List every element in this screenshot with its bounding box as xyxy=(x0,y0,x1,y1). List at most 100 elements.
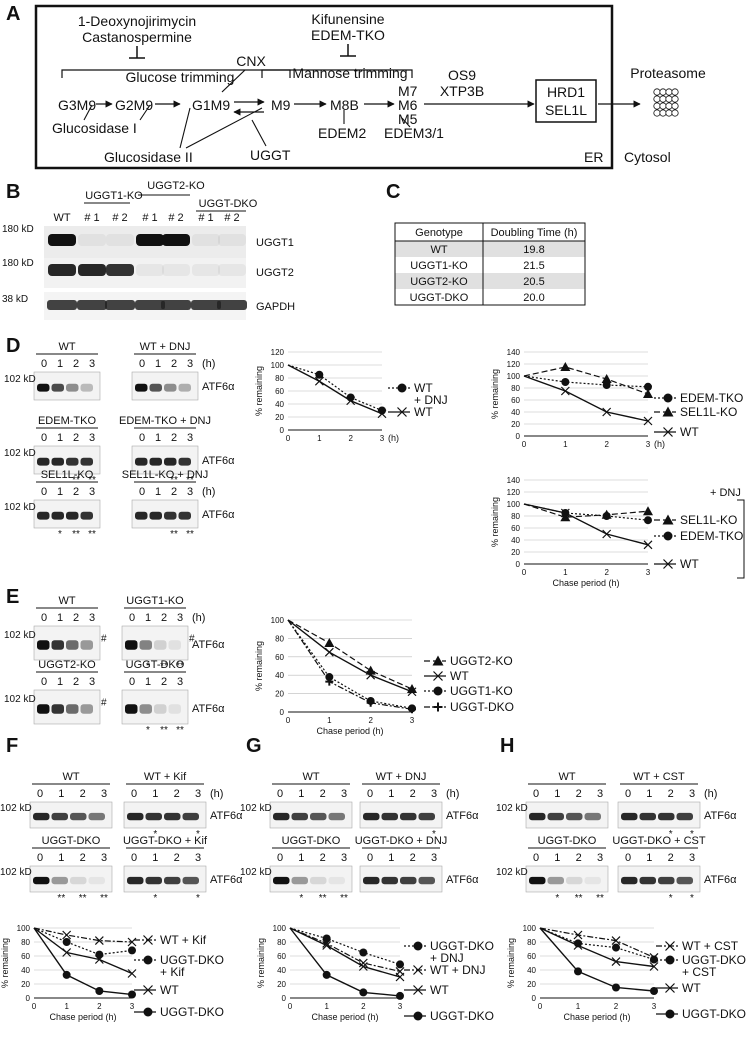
time-label: 1 xyxy=(155,486,161,498)
western-blot: UGGT-DKO + CST 0 1 2 3 ATF6α * * xyxy=(612,835,737,904)
protein-label: ATF6α xyxy=(704,810,737,822)
y-tick-label: 40 xyxy=(527,966,536,975)
time-label: 1 xyxy=(145,612,151,624)
x-tick-label: 0 xyxy=(522,568,527,577)
band xyxy=(658,876,675,885)
x-tick-label: 2 xyxy=(604,568,609,577)
significance-star: * xyxy=(146,661,150,672)
time-label: 2 xyxy=(174,788,180,800)
data-point xyxy=(612,983,620,992)
band xyxy=(37,383,50,392)
panel-g-label: G xyxy=(246,735,262,757)
band xyxy=(51,704,64,714)
legend-label: UGGT-DKO xyxy=(682,1007,746,1021)
band xyxy=(149,511,162,520)
time-label: 1 xyxy=(145,676,151,688)
time-label: 1 xyxy=(57,676,63,688)
band-gapdh xyxy=(77,300,107,310)
time-label: 1 xyxy=(646,852,652,864)
y-tick-label: 40 xyxy=(21,966,30,975)
data-point xyxy=(573,930,583,940)
band xyxy=(125,640,138,650)
time-label: 2 xyxy=(668,788,674,800)
sel1l-label: SEL1L xyxy=(545,102,587,118)
time-label: 0 xyxy=(139,358,145,370)
data-point xyxy=(325,677,334,686)
y-tick-label: 100 xyxy=(507,372,521,381)
protein-label: ATF6α xyxy=(446,810,479,822)
data-point xyxy=(94,936,104,946)
band xyxy=(139,640,152,650)
time-label: 3 xyxy=(597,788,603,800)
time-label: 3 xyxy=(195,788,201,800)
legend-label: EDEM-TKO xyxy=(680,529,743,543)
chart-e: 0 20 40 60 80 100 0 1 2 3 % remaining Chase period … xyxy=(254,616,514,736)
mannose-trimming-label: Mannose trimming xyxy=(292,65,407,81)
series-line xyxy=(287,619,413,693)
cell-genotype: UGGT-DKO xyxy=(410,292,469,304)
blot-title: EDEM-TKO + DNJ xyxy=(119,415,211,427)
band xyxy=(135,457,148,466)
hours-label: (h) xyxy=(202,358,215,370)
time-label: 1 xyxy=(152,852,158,864)
band xyxy=(310,812,327,821)
legend-label: WT + Kif xyxy=(160,933,207,947)
panel-e-label: E xyxy=(6,586,19,608)
series-line xyxy=(539,927,655,961)
legend-label: UGGT-DKO xyxy=(430,1009,494,1023)
time-label: 3 xyxy=(177,676,183,688)
legend-label: WT xyxy=(680,425,699,439)
band xyxy=(164,383,177,392)
x-tick-label: 1 xyxy=(317,434,322,443)
band xyxy=(164,511,177,520)
band xyxy=(145,812,162,821)
x-tick-label: 1 xyxy=(563,440,568,449)
data-point xyxy=(643,389,653,398)
time-label: 0 xyxy=(139,486,145,498)
significance-star: * xyxy=(690,829,694,840)
time-label: 1 xyxy=(388,788,394,800)
band xyxy=(273,876,290,885)
panel-a-label: A xyxy=(6,3,20,25)
data-point xyxy=(602,512,611,520)
band-uggt1 xyxy=(106,234,134,246)
x-axis-label: Chase period (h) xyxy=(316,726,383,736)
series-line xyxy=(33,927,133,943)
band xyxy=(182,812,199,821)
panel-b: B UGGT1-KO UGGT2-KO UGGT-DKO WT # 1 # 2 # 1… xyxy=(2,180,295,320)
hours-label: (h) xyxy=(210,788,223,800)
significance-star: * xyxy=(58,529,62,540)
lane-label: # 1 xyxy=(142,212,157,224)
time-label: 3 xyxy=(597,852,603,864)
y-tick-label: 80 xyxy=(527,938,536,947)
x-tick-label: 2 xyxy=(614,1002,619,1011)
kd-gapdh: 38 kD xyxy=(2,294,28,305)
data-point xyxy=(649,962,659,971)
band-uggt2 xyxy=(162,264,190,276)
x-tick-label: 1 xyxy=(576,1002,581,1011)
data-point xyxy=(643,540,653,550)
band xyxy=(135,511,148,520)
edem2-label: EDEM2 xyxy=(318,125,366,141)
data-point xyxy=(127,969,137,978)
band xyxy=(37,511,50,520)
data-point xyxy=(322,970,331,979)
data-point xyxy=(143,985,153,995)
significance-star: ** xyxy=(340,893,348,904)
x-axis-label: Chase period (h) xyxy=(563,1012,630,1022)
time-label: 3 xyxy=(89,358,95,370)
data-point xyxy=(643,416,653,426)
significance-star: ** xyxy=(186,529,194,540)
series-line xyxy=(523,375,649,388)
band xyxy=(37,640,50,650)
band-uggt1 xyxy=(192,234,220,246)
legend-label: WT xyxy=(160,983,179,997)
band-gapdh xyxy=(161,300,191,310)
lane-label: # 1 xyxy=(84,212,99,224)
y-tick-label: 80 xyxy=(21,938,30,947)
er-box xyxy=(34,4,614,170)
significance-star: ** xyxy=(575,893,583,904)
series-line xyxy=(289,927,401,978)
